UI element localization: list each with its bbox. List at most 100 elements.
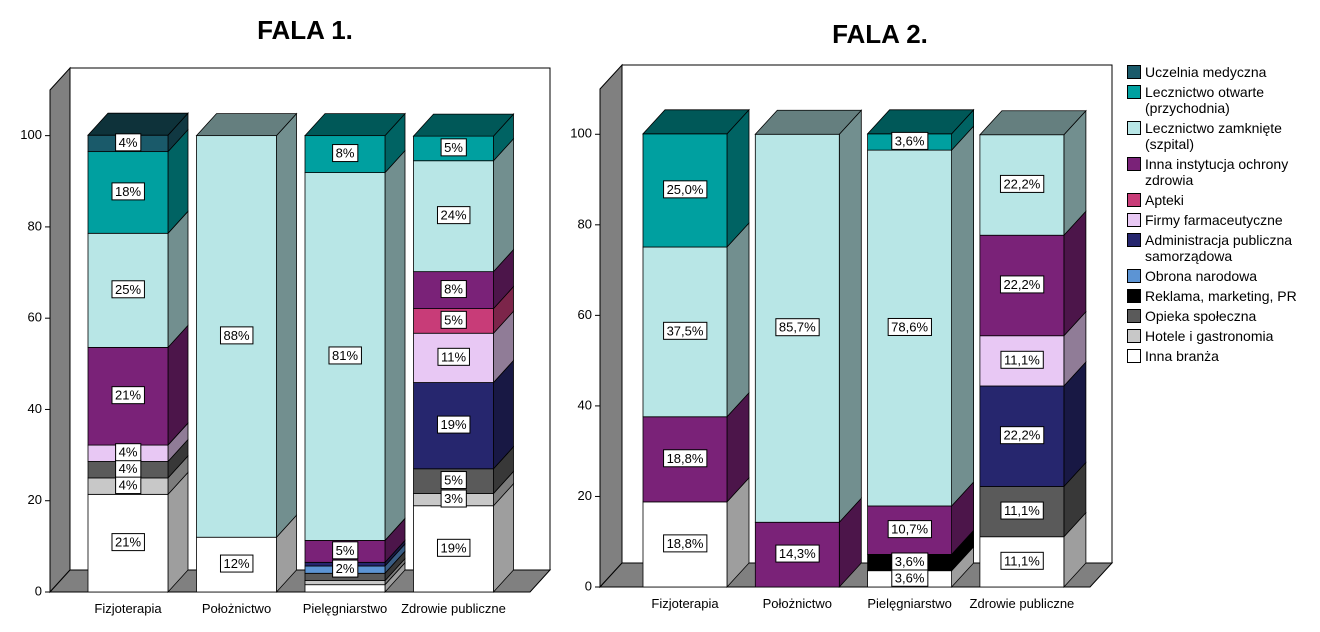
y-tick-label: 20: [28, 492, 42, 507]
legend-swatch: [1127, 213, 1141, 227]
y-tick-label: 60: [28, 310, 42, 325]
label-box: [891, 552, 929, 571]
data-label: 8%: [444, 282, 463, 297]
bar-top: [978, 110, 1087, 136]
label-box: [440, 138, 467, 157]
label-box: [891, 131, 929, 150]
legend-swatch: [1127, 193, 1141, 207]
legend-swatch: [1127, 309, 1141, 323]
y-tick-label: 80: [28, 218, 42, 233]
y-tick-label: 0: [585, 578, 592, 593]
label-box: [663, 534, 708, 553]
legend-label: Firmy farmaceutyczne: [1145, 212, 1283, 228]
side-wall: [49, 66, 71, 594]
bar-segment: [304, 584, 386, 593]
y-tick-label: 100: [570, 126, 592, 141]
label-box: [999, 426, 1045, 445]
legend-item: Hotele i gastronomia: [1127, 328, 1317, 344]
data-label: 18,8%: [667, 536, 704, 551]
data-label: 85,7%: [779, 320, 816, 335]
label-box: [999, 275, 1045, 294]
legend-swatch: [1127, 329, 1141, 343]
y-tick-label: 80: [578, 216, 592, 231]
label-box: [887, 520, 932, 539]
label-box: [111, 386, 145, 405]
legend-item: Inna branża: [1127, 348, 1317, 364]
legend-label: Lecznictwo otwarte (przychodnia): [1145, 84, 1265, 116]
y-tick-label: 20: [578, 488, 592, 503]
legend-swatch: [1127, 233, 1141, 247]
label-box: [663, 180, 708, 199]
label-box: [1000, 350, 1044, 369]
legend-swatch: [1127, 289, 1141, 303]
legend-label: Opieka społeczna: [1145, 308, 1257, 324]
label-box: [332, 559, 359, 578]
data-label: 19%: [440, 540, 466, 555]
legend-item: Reklama, marketing, PR: [1127, 288, 1317, 304]
bar-top: [754, 109, 863, 135]
legend-swatch: [1127, 269, 1141, 283]
data-label: 3%: [444, 491, 463, 506]
data-label: 21%: [115, 535, 141, 550]
legend-label: Administracja publiczna samorządowa: [1145, 232, 1293, 264]
legend-swatch: [1127, 121, 1141, 135]
label-box: [887, 317, 932, 336]
bar-side: [167, 210, 189, 349]
bar-top: [87, 112, 189, 136]
x-tick-label: Pielęgniarstwo: [867, 596, 952, 611]
label-box: [219, 554, 254, 573]
bar-side: [726, 221, 750, 418]
x-tick-label: Zdrowie publiczne: [401, 601, 506, 616]
label-box: [440, 489, 467, 508]
label-box: [111, 533, 145, 552]
legend-label: Uczelnia medyczna: [1145, 64, 1267, 80]
label-box: [663, 321, 708, 340]
bar-top: [195, 113, 298, 137]
data-label: 37,5%: [667, 323, 704, 338]
x-tick-label: Fizjoterapia: [651, 596, 719, 611]
label-box: [328, 346, 362, 365]
bar-segment: [304, 580, 386, 586]
label-box: [437, 347, 470, 366]
legend-item: Firmy farmaceutyczne: [1127, 212, 1317, 228]
data-label: 25,0%: [667, 182, 704, 197]
label-box: [440, 310, 467, 329]
data-label: 3,6%: [895, 554, 925, 569]
data-label: 88%: [223, 328, 249, 343]
data-label: 2%: [336, 561, 355, 576]
y-tick-label: 100: [20, 127, 42, 142]
bar-side: [951, 125, 974, 507]
data-label: 78,6%: [891, 319, 928, 334]
label-box: [436, 415, 471, 434]
legend-swatch: [1127, 85, 1141, 99]
data-label: 4%: [119, 461, 138, 476]
bar-top: [412, 113, 515, 137]
data-label: 11,1%: [1004, 553, 1040, 568]
data-label: 5%: [444, 312, 463, 327]
y-tick-label: 40: [28, 401, 42, 416]
label-box: [440, 471, 467, 490]
label-box: [436, 538, 471, 557]
legend-label: Apteki: [1145, 192, 1184, 208]
data-label: 25%: [115, 282, 141, 297]
legend-swatch: [1127, 349, 1141, 363]
label-box: [663, 449, 708, 468]
data-label: 5%: [444, 140, 463, 155]
legend-label: Reklama, marketing, PR: [1145, 288, 1297, 304]
legend-item: Apteki: [1127, 192, 1317, 208]
data-label: 11%: [441, 349, 466, 364]
label-box: [332, 144, 359, 163]
x-tick-label: Zdrowie publiczne: [969, 596, 1075, 611]
x-tick-label: Położnictwo: [762, 596, 832, 611]
chart-title: FALA 2.: [832, 19, 928, 49]
legend-label: Inna branża: [1145, 348, 1219, 364]
label-box: [775, 544, 820, 563]
legend: Uczelnia medyczna Lecznictwo otwarte (prz…: [1127, 64, 1317, 368]
data-label: 22,2%: [1003, 428, 1040, 443]
data-label: 3,6%: [895, 133, 925, 148]
bar-top: [304, 113, 406, 137]
data-label: 21%: [115, 388, 141, 403]
label-box: [1000, 501, 1044, 520]
data-label: 18,8%: [667, 451, 704, 466]
